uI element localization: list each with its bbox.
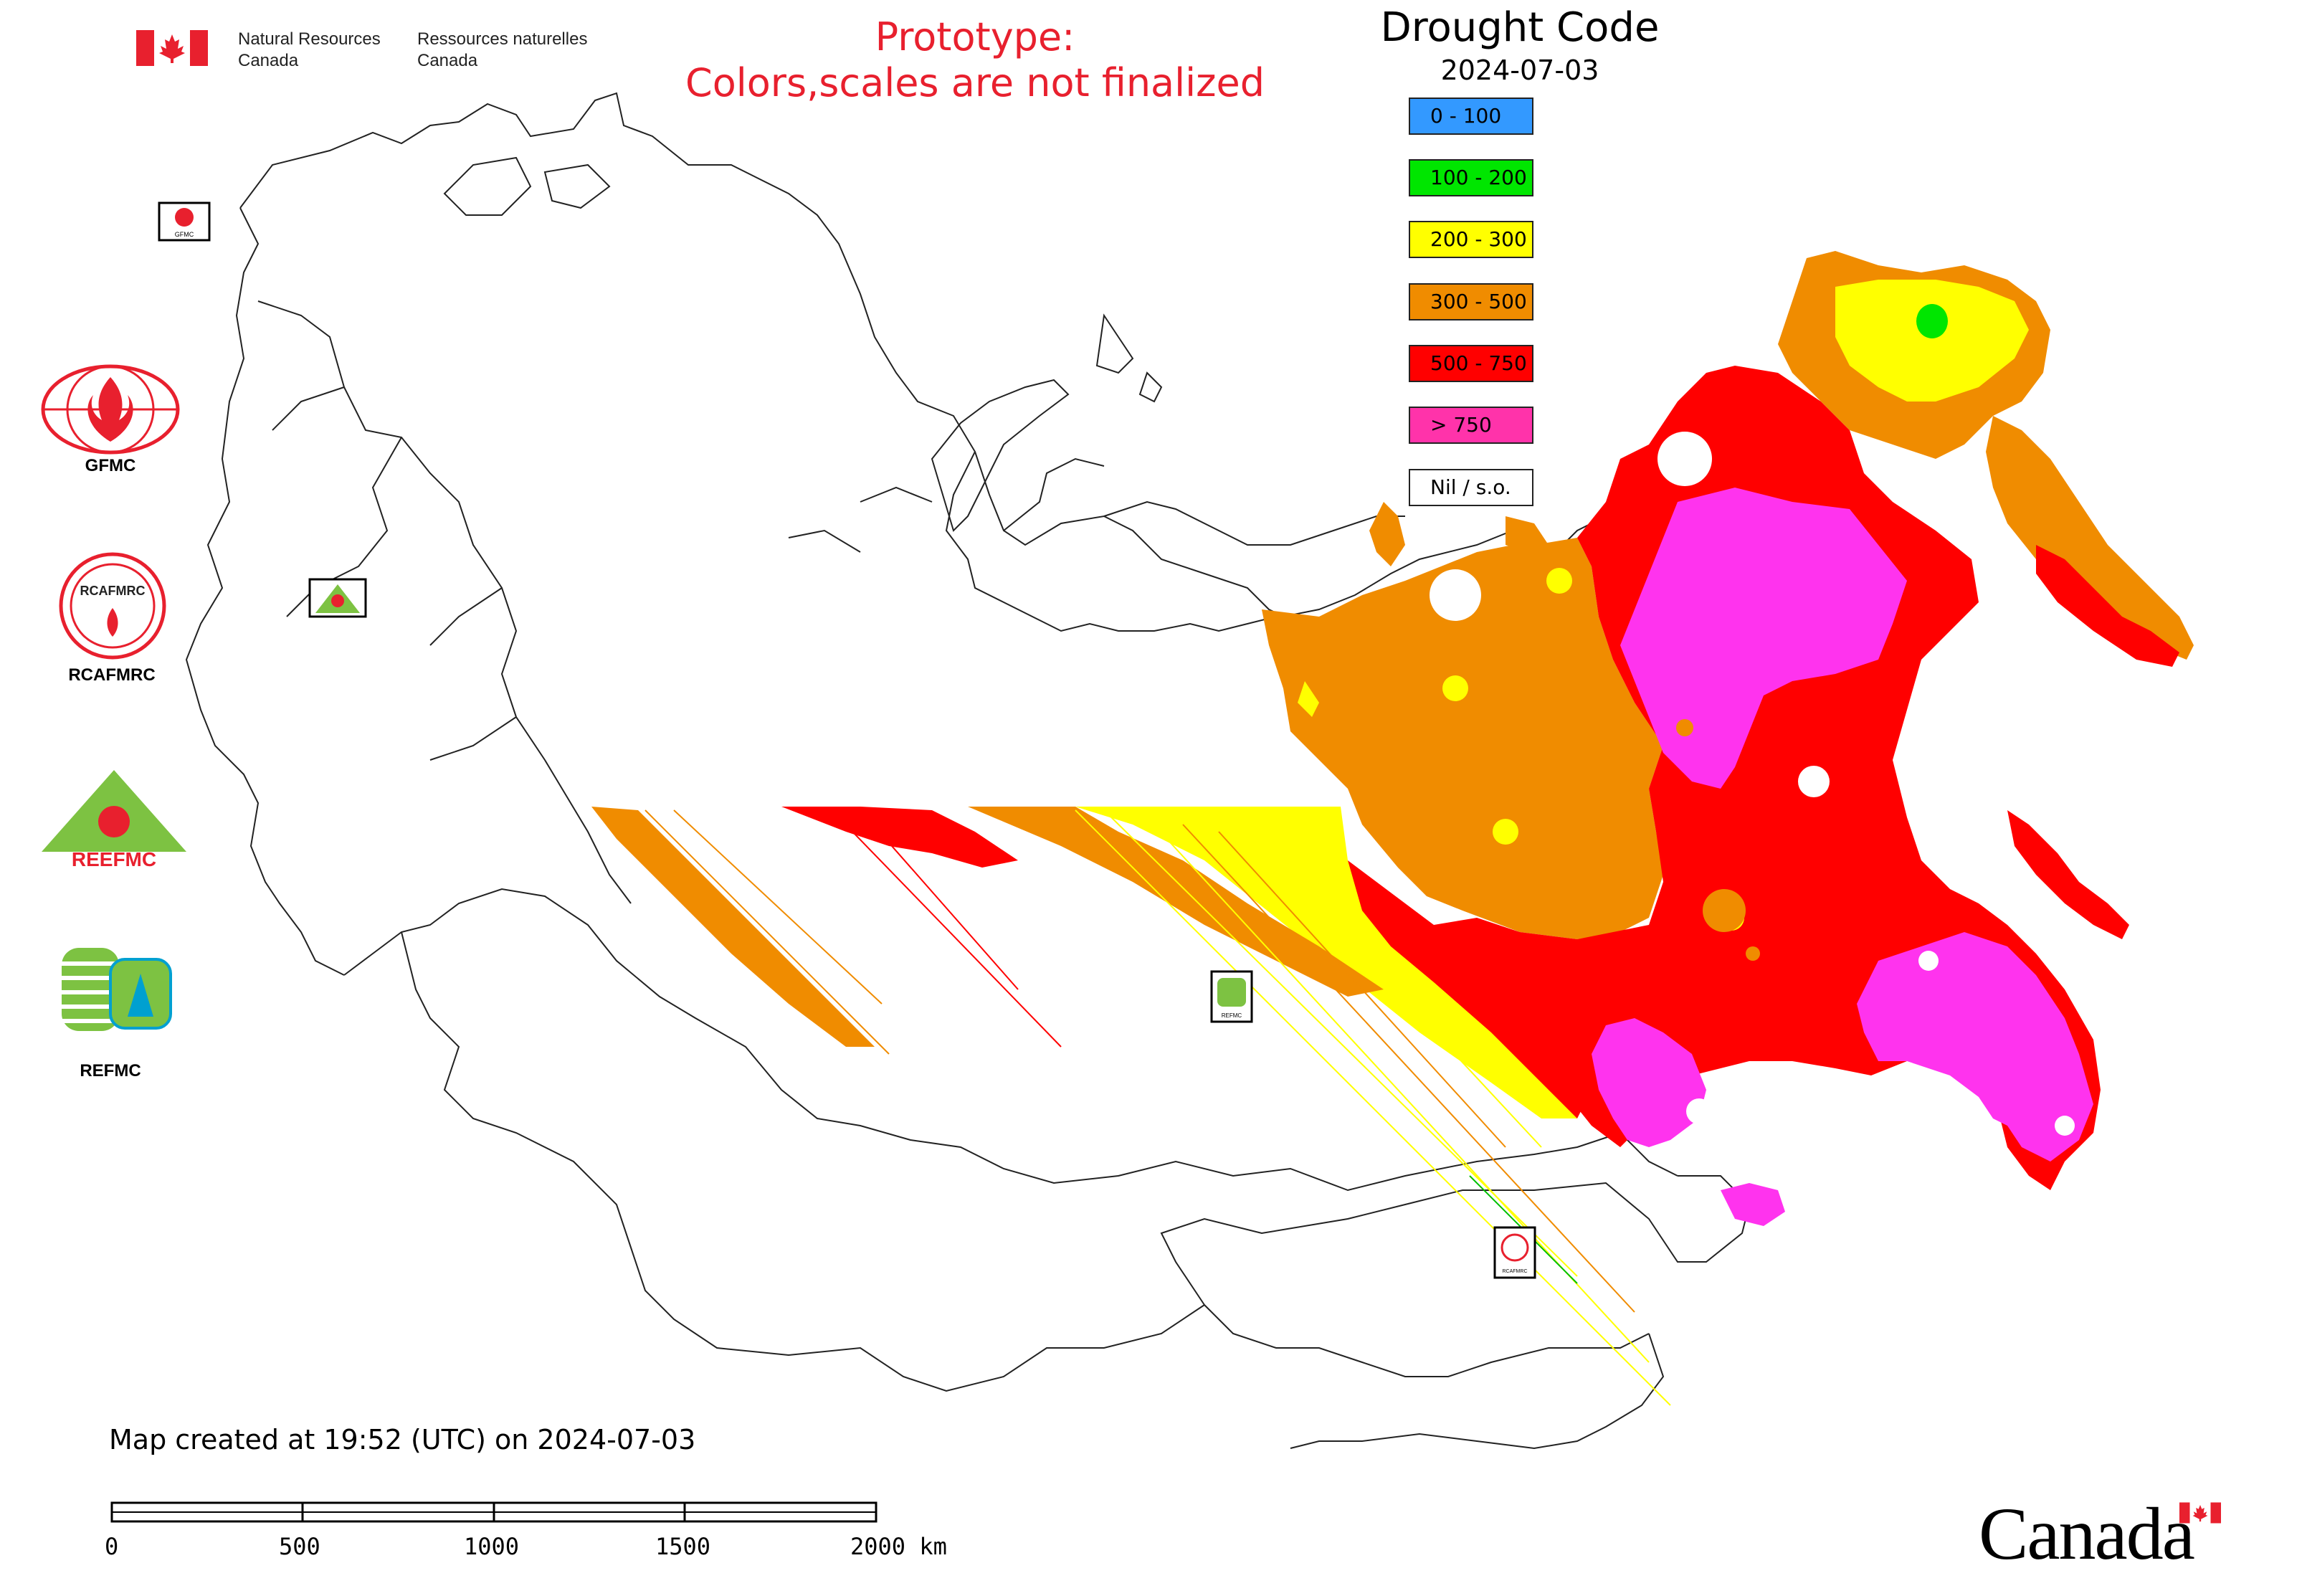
legend-item-300-500: 300 - 500 bbox=[1409, 283, 1533, 320]
nil-hole-6 bbox=[1430, 569, 1481, 621]
zone-gt750-amur bbox=[1592, 1018, 1706, 1147]
prototype-line1: Prototype: bbox=[875, 14, 1075, 60]
reefmc-logo-text: REEFMC bbox=[72, 848, 156, 869]
ministry-name-fr: Ressources naturelles Canada bbox=[417, 29, 587, 72]
streak-band-orange bbox=[591, 807, 875, 1047]
kazakhstan-south bbox=[401, 931, 1205, 1392]
legend-item-gt-750: > 750 bbox=[1409, 407, 1533, 444]
nrcan-signature: Natural Resources Canada Ressources natu… bbox=[136, 26, 609, 76]
refmc-label: REFMC bbox=[80, 1061, 141, 1080]
map-stamp-gfmc: GFMC bbox=[158, 201, 211, 242]
ministry-fr-line1: Ressources naturelles bbox=[417, 29, 588, 49]
gfmc-label: GFMC bbox=[85, 456, 136, 475]
novaya-zemlya bbox=[931, 379, 1070, 532]
scale-label-2000-km: 2000 km bbox=[850, 1533, 947, 1560]
prototype-notice: Prototype: Colors,scales are not finaliz… bbox=[631, 14, 1319, 106]
zone-100-200-spot bbox=[1916, 304, 1948, 338]
zone-gt750-south bbox=[1857, 932, 2093, 1162]
ministry-en-line2: Canada bbox=[238, 51, 299, 70]
ministry-en-line1: Natural Resources bbox=[238, 29, 381, 49]
yellow-spot-1 bbox=[1442, 675, 1468, 701]
orange-spot-3 bbox=[1746, 946, 1760, 961]
map-stamp-reefmc bbox=[308, 578, 367, 618]
china-east bbox=[1290, 1333, 1665, 1450]
nil-hole-3 bbox=[1918, 951, 1939, 971]
arctic-coast bbox=[788, 451, 1277, 632]
rcafmrc-logo-text: RCAFMRC bbox=[80, 584, 146, 598]
russia-outline bbox=[239, 92, 1664, 618]
map-stamp-refmc: REFMC bbox=[1210, 970, 1253, 1023]
drought-streaks-west bbox=[591, 807, 1671, 1406]
reefmc-logo: REEFMC bbox=[42, 770, 186, 869]
severnaya-zemlya bbox=[1095, 313, 1163, 403]
legend-item-0-100: 0 - 100 bbox=[1409, 98, 1533, 135]
ministry-name-en: Natural Resources Canada bbox=[238, 29, 381, 72]
nil-hole-2 bbox=[1798, 766, 1830, 797]
legend-item-200-300: 200 - 300 bbox=[1409, 221, 1533, 258]
zone-gt750-korea bbox=[1721, 1183, 1785, 1226]
scale-bar bbox=[110, 1501, 877, 1523]
streak-band-red bbox=[781, 807, 1018, 868]
nil-hole-5 bbox=[2055, 1116, 2075, 1136]
zone-lena-delta bbox=[1506, 516, 1549, 552]
zone-kamchatka bbox=[1986, 416, 2194, 660]
inner-borders bbox=[257, 300, 632, 904]
china-north bbox=[1204, 1304, 1650, 1377]
nil-hole-4 bbox=[1686, 1098, 1712, 1124]
scale-label-1500: 1500 bbox=[655, 1533, 711, 1560]
scale-label-1000: 1000 bbox=[464, 1533, 520, 1560]
orange-spot-1 bbox=[1703, 889, 1746, 932]
canada-wordmark: Canada bbox=[1979, 1493, 2195, 1575]
legend-item-500-750: 500 - 750 bbox=[1409, 345, 1533, 382]
svg-text:RCAFMRC: RCAFMRC bbox=[1503, 1269, 1528, 1274]
canada-flag-icon bbox=[136, 30, 208, 66]
map-stamp-rcafmrc: RCAFMRC bbox=[1493, 1226, 1536, 1279]
svalbard bbox=[443, 156, 611, 216]
scale-label-0: 0 bbox=[105, 1533, 119, 1560]
prototype-line2: Colors,scales are not finalized bbox=[685, 60, 1265, 105]
zone-kamchatka-red bbox=[2036, 545, 2179, 667]
zone-gt750-central bbox=[1620, 488, 1907, 789]
country-borders bbox=[185, 92, 1751, 1450]
yellow-spot-3 bbox=[1546, 568, 1572, 594]
yellow-spot-2 bbox=[1493, 819, 1518, 845]
zone-sakhalin bbox=[2007, 810, 2129, 939]
gfmc-logo bbox=[41, 364, 180, 455]
legend-item-100-200: 100 - 200 bbox=[1409, 159, 1533, 196]
zone-west-orange-lobe bbox=[1262, 609, 1312, 688]
zone-200-300-chukotka bbox=[1835, 280, 2029, 402]
refmc-logo bbox=[62, 948, 172, 1031]
drought-fill-east bbox=[1262, 251, 2194, 1226]
zone-west-yellow-lobe bbox=[1298, 681, 1319, 717]
western-borders bbox=[185, 207, 345, 976]
rcafmrc-label: RCAFMRC bbox=[68, 665, 156, 685]
svg-text:GFMC: GFMC bbox=[175, 231, 194, 238]
streak-band-orange-2 bbox=[968, 807, 1384, 997]
streak-band-red-2 bbox=[1348, 860, 1592, 1118]
central-asia-border bbox=[343, 888, 1678, 1192]
map-created-note: Map created at 19:52 (UTC) on 2024-07-03 bbox=[109, 1424, 696, 1455]
streak-lines bbox=[645, 809, 1671, 1406]
svg-text:REFMC: REFMC bbox=[1222, 1012, 1242, 1019]
scale-label-500: 500 bbox=[279, 1533, 320, 1560]
nil-hole-1 bbox=[1657, 432, 1712, 486]
zone-taymyr-orange bbox=[1369, 502, 1405, 566]
wordmark-flag-icon bbox=[2179, 1502, 2221, 1524]
rcafmrc-logo: RCAFMRC bbox=[59, 552, 166, 660]
zone-300-500-central bbox=[1262, 538, 1663, 939]
legend-item-nil: Nil / s.o. bbox=[1409, 469, 1533, 506]
legend-title: Drought Code bbox=[1380, 4, 1660, 51]
taymyr-coast bbox=[1103, 500, 1405, 546]
mongolia-border bbox=[1160, 1175, 1751, 1306]
ministry-fr-line2: Canada bbox=[417, 51, 478, 70]
orange-spot-2 bbox=[1676, 719, 1693, 736]
streak-band-yellow bbox=[1075, 807, 1577, 1118]
legend-date: 2024-07-03 bbox=[1440, 54, 1599, 86]
